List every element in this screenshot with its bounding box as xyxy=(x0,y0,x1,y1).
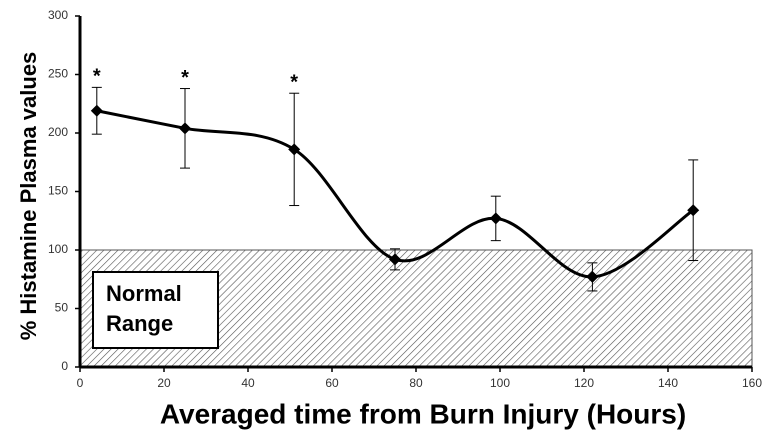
x-tick-label: 140 xyxy=(658,376,678,390)
point xyxy=(389,253,401,266)
y-axis-label: % Histamine Plasma values xyxy=(16,52,41,341)
x-axis-label: Averaged time from Burn Injury (Hours) xyxy=(160,398,686,429)
y-tick-label: 300 xyxy=(48,8,68,22)
x-tick-label: 40 xyxy=(241,376,255,390)
normal-range-label: Normal xyxy=(106,281,182,306)
x-tick-label: 80 xyxy=(409,376,423,390)
y-tick-label: 0 xyxy=(61,359,68,373)
y-tick-label: 250 xyxy=(48,67,68,81)
normal-range-label-box xyxy=(92,271,219,349)
point xyxy=(586,270,599,283)
point xyxy=(687,204,700,217)
point xyxy=(288,143,301,156)
value-annotation: * xyxy=(93,66,101,88)
y-tick-label: 50 xyxy=(55,301,69,315)
x-tick-label: 160 xyxy=(742,376,762,390)
y-tick-label: 150 xyxy=(48,184,68,198)
x-tick-label: 120 xyxy=(574,376,594,390)
point xyxy=(489,212,502,225)
x-tick-label: 0 xyxy=(77,376,84,390)
value-annotation: * xyxy=(181,67,189,89)
point xyxy=(179,122,191,135)
value-annotation: * xyxy=(290,72,298,94)
x-tick-label: 60 xyxy=(325,376,339,390)
x-tick-label: 20 xyxy=(157,376,171,390)
y-tick-label: 100 xyxy=(48,242,68,256)
x-tick-label: 100 xyxy=(490,376,510,390)
y-tick-label: 200 xyxy=(48,125,68,139)
normal-range-label: Range xyxy=(106,311,173,336)
point xyxy=(90,104,103,117)
